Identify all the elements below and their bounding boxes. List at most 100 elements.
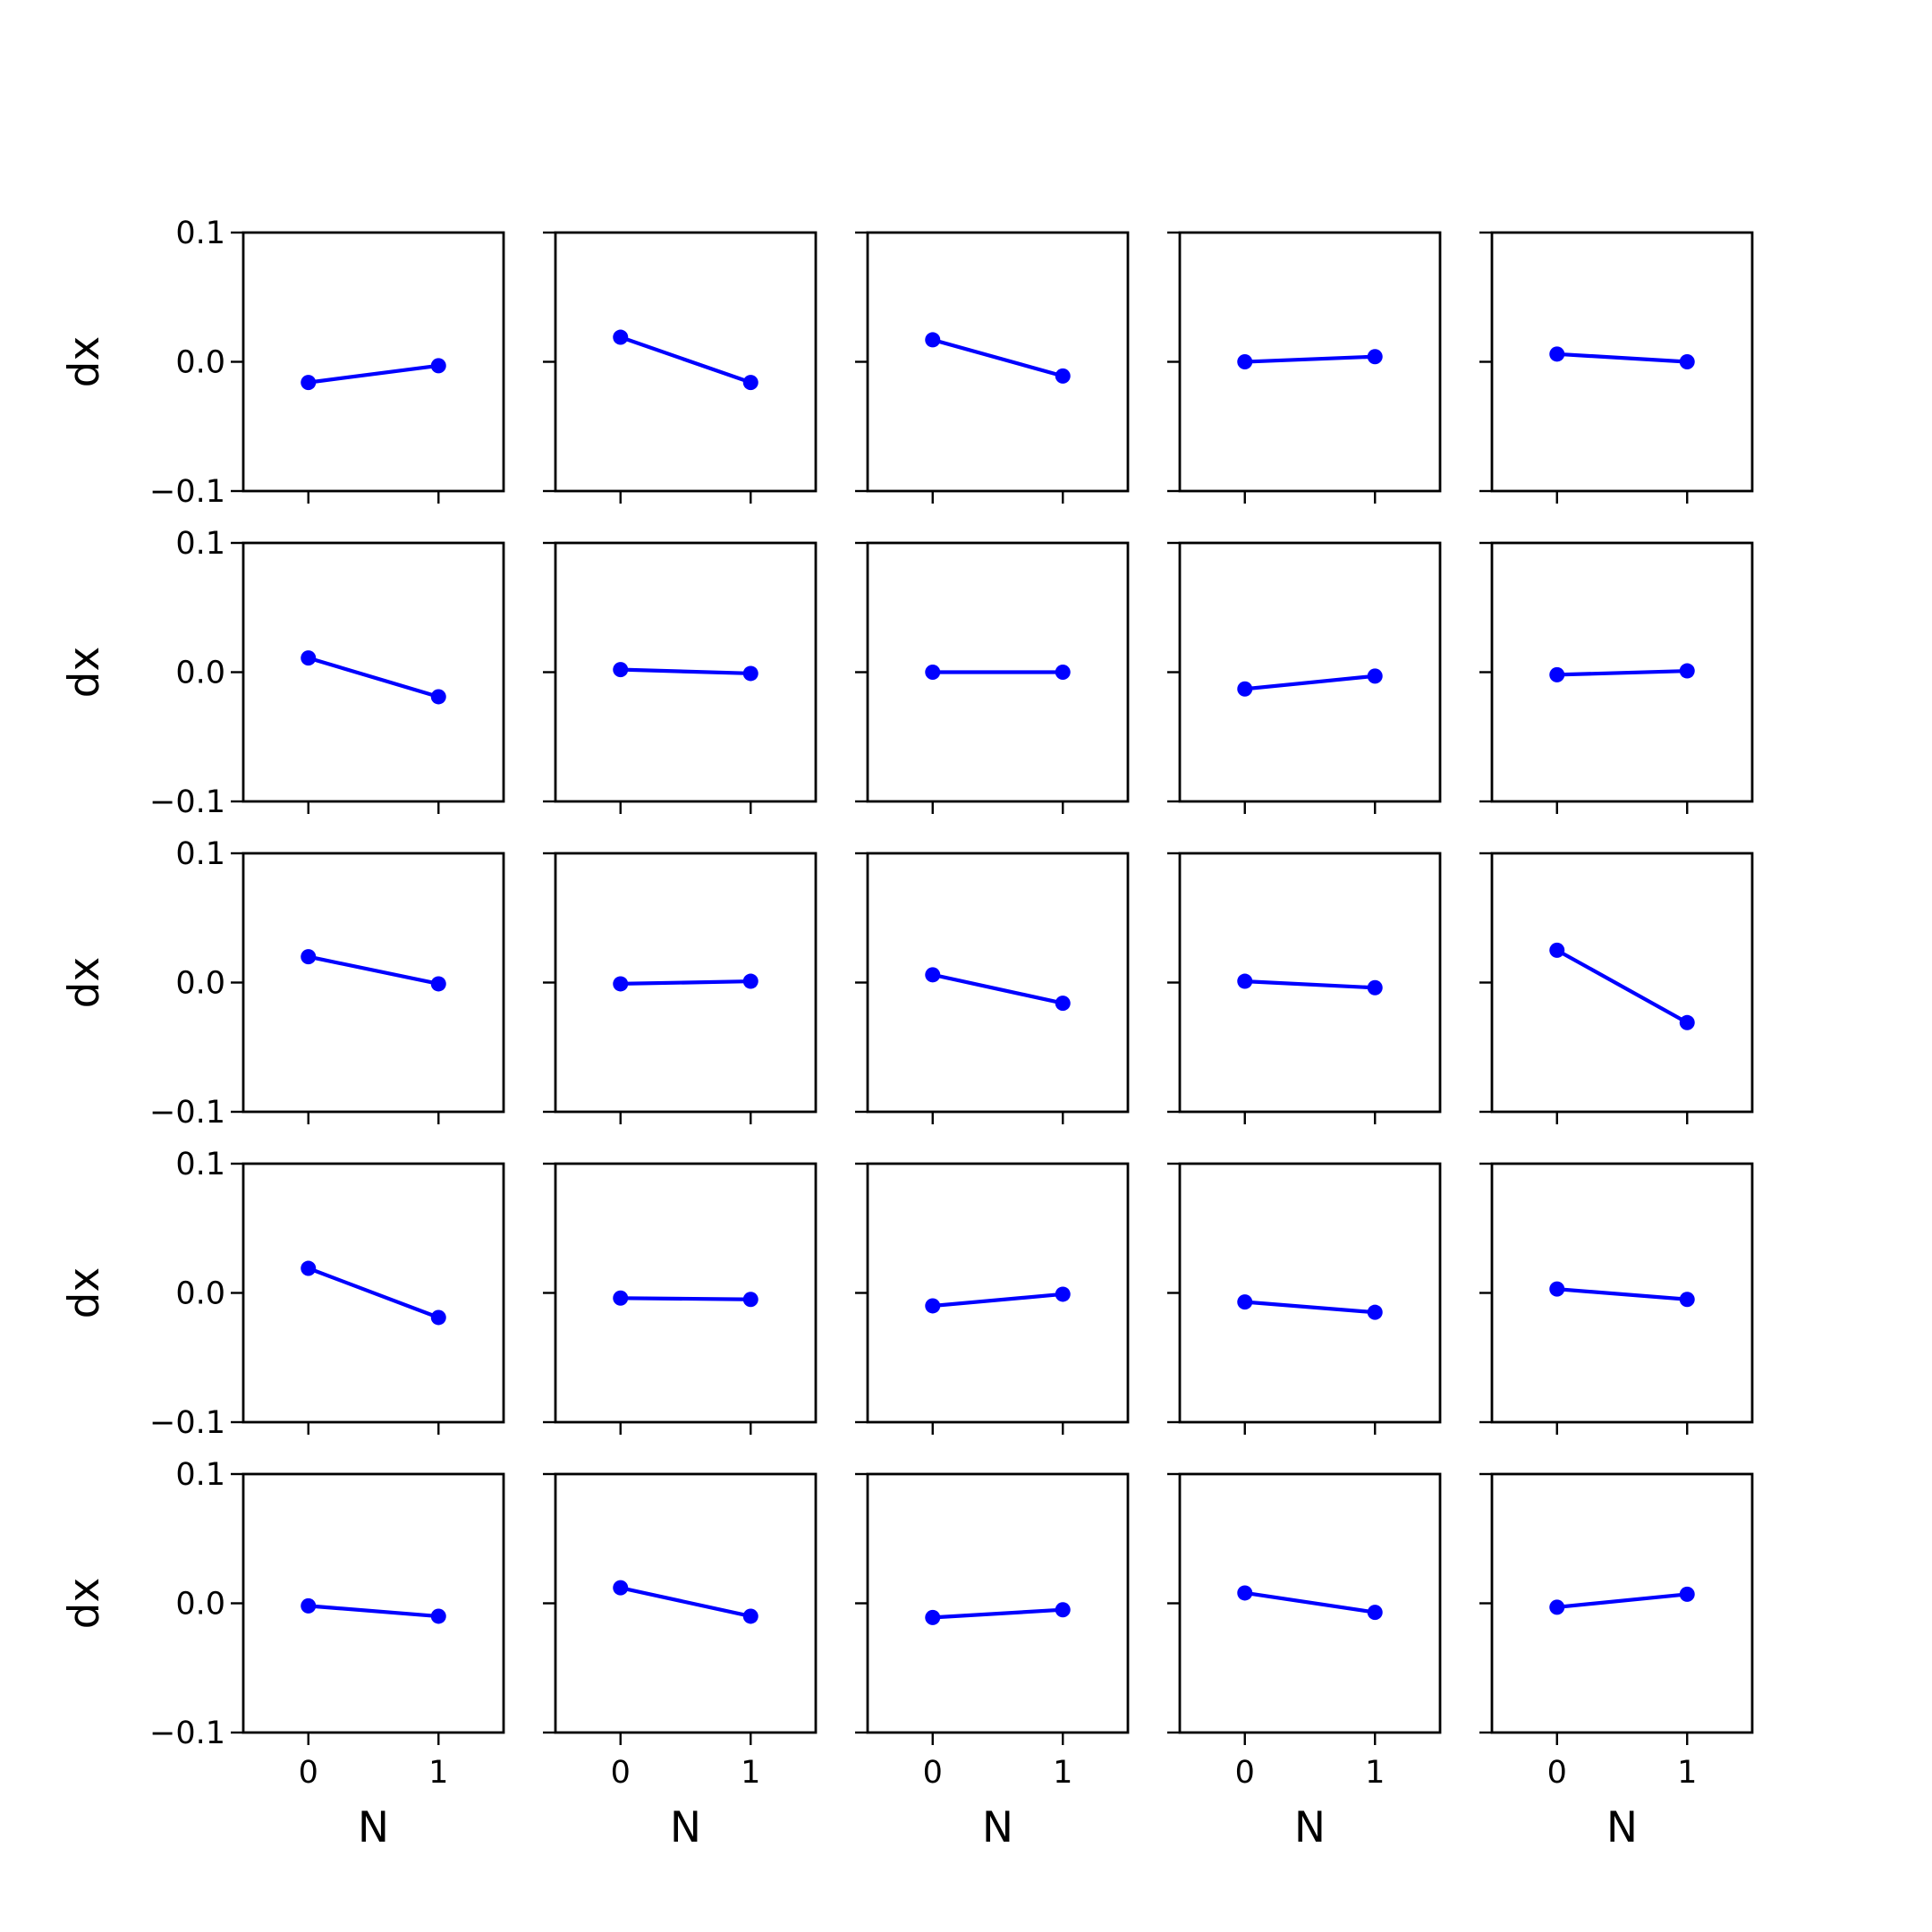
series-line [1555,668,1690,677]
data-point [301,650,317,666]
data-point [1055,1286,1071,1302]
axes-frame [242,852,505,1114]
x-tick-label: 0 [299,1755,318,1791]
subplot-r1-c0: −0.1 0.0 0.1 dx [60,526,505,820]
data-point [742,973,758,989]
data-point [430,689,446,705]
axes-frame [242,541,505,803]
data-point [1237,1294,1253,1310]
subplot-r3-c2 [855,1162,1130,1435]
data-point [1549,1281,1565,1297]
x-axis-label: N [670,1803,701,1852]
series-line [1555,352,1690,364]
data-point [301,949,317,965]
data-point [430,1309,446,1326]
data-point [742,1608,758,1624]
subplot-r2-c0: −0.1 0.0 0.1 dx [60,836,505,1131]
data-point [1055,1602,1071,1618]
x-tick-label: 1 [428,1755,448,1791]
data-point [613,1290,629,1306]
series-line [1242,674,1377,691]
data-point [613,1580,629,1596]
y-tick-label: 0.1 [175,836,225,872]
subplot-r0-c3 [1167,231,1442,504]
data-point [742,1292,758,1308]
data-point [430,358,446,374]
series-line [1554,947,1690,1026]
y-axis-label: dx [60,1267,109,1319]
y-axis-label: dx [60,957,109,1009]
axes-frame [866,852,1130,1114]
subplot-r4-c0: −0.1 0.0 0.1 0 1 dx N [60,1457,505,1852]
series-line [306,1604,441,1619]
series-line [1555,1286,1690,1301]
data-point [1549,346,1565,362]
data-point [1055,996,1071,1012]
series-line [306,954,441,987]
data-point [1367,1605,1383,1621]
axes-frame [1490,852,1754,1114]
data-point [742,665,758,682]
subplot-r2-c2 [855,852,1130,1124]
y-tick-label: 0.0 [175,1276,225,1312]
series-line [930,337,1065,378]
subplot-r2-c1 [543,852,818,1124]
data-point [613,662,629,678]
axes-frame [242,231,505,493]
x-tick-label: 1 [1053,1755,1072,1791]
series-line [306,1266,442,1320]
subplot-r0-c0: −0.1 0.0 0.1 dx [60,216,505,510]
y-tick-label: 0.0 [175,656,225,691]
series-line [306,363,441,385]
data-point [613,329,629,345]
series-line [1555,1592,1690,1610]
y-tick-label: 0.0 [175,345,225,381]
subplot-r0-c2 [855,231,1130,504]
x-tick-label: 0 [1547,1755,1567,1791]
x-axis-label: N [1606,1803,1638,1852]
axes-frame [242,1472,505,1734]
y-axis-label: dx [60,336,109,388]
subplot-r2-c4 [1479,852,1754,1124]
x-axis-label: N [982,1803,1013,1852]
y-tick-label: 0.0 [175,1587,225,1623]
subplot-r0-c4 [1479,231,1754,504]
data-point [1679,1586,1695,1602]
y-axis-label: dx [60,1578,109,1630]
x-axis-label: N [358,1803,389,1852]
axes-frame [1178,231,1442,493]
y-tick-label: −0.1 [149,1095,225,1131]
data-point [430,976,446,992]
data-point [1237,973,1253,989]
data-point [1055,368,1071,384]
subplot-r3-c4 [1479,1162,1754,1435]
subplot-r3-c3 [1167,1162,1442,1435]
data-point [1549,666,1565,682]
data-point [301,1597,317,1614]
axes-frame [866,1472,1130,1734]
x-tick-label: 1 [741,1755,760,1791]
y-tick-label: −0.1 [149,474,225,510]
data-point [1237,1585,1253,1601]
subplot-r2-c3 [1167,852,1442,1124]
subplot-r4-c3: 0 1 N [1167,1472,1442,1852]
data-point [301,1260,317,1276]
y-tick-label: 0.1 [175,1457,225,1493]
data-point [301,375,317,391]
subplot-r1-c2 [855,541,1130,814]
data-point [925,665,941,680]
y-tick-label: 0.1 [175,526,225,562]
series-line [618,335,753,386]
data-point [1237,681,1253,697]
subplot-r3-c0: −0.1 0.0 0.1 dx [60,1147,505,1441]
subplot-r4-c4: 0 1 N [1479,1472,1754,1852]
x-tick-label: 1 [1365,1755,1385,1791]
axes-frame [554,1162,818,1424]
series-line [1242,1300,1377,1315]
data-point [1549,942,1565,958]
y-tick-label: 0.1 [175,216,225,251]
data-point [1237,354,1253,369]
data-point [925,967,941,983]
data-point [1367,668,1383,684]
